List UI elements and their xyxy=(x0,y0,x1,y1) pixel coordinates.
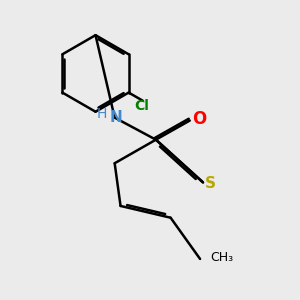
Text: CH₃: CH₃ xyxy=(210,251,233,264)
Text: O: O xyxy=(192,110,206,128)
Text: N: N xyxy=(110,110,122,125)
Text: Cl: Cl xyxy=(134,99,149,113)
Text: S: S xyxy=(205,176,216,191)
Text: H: H xyxy=(96,107,106,121)
